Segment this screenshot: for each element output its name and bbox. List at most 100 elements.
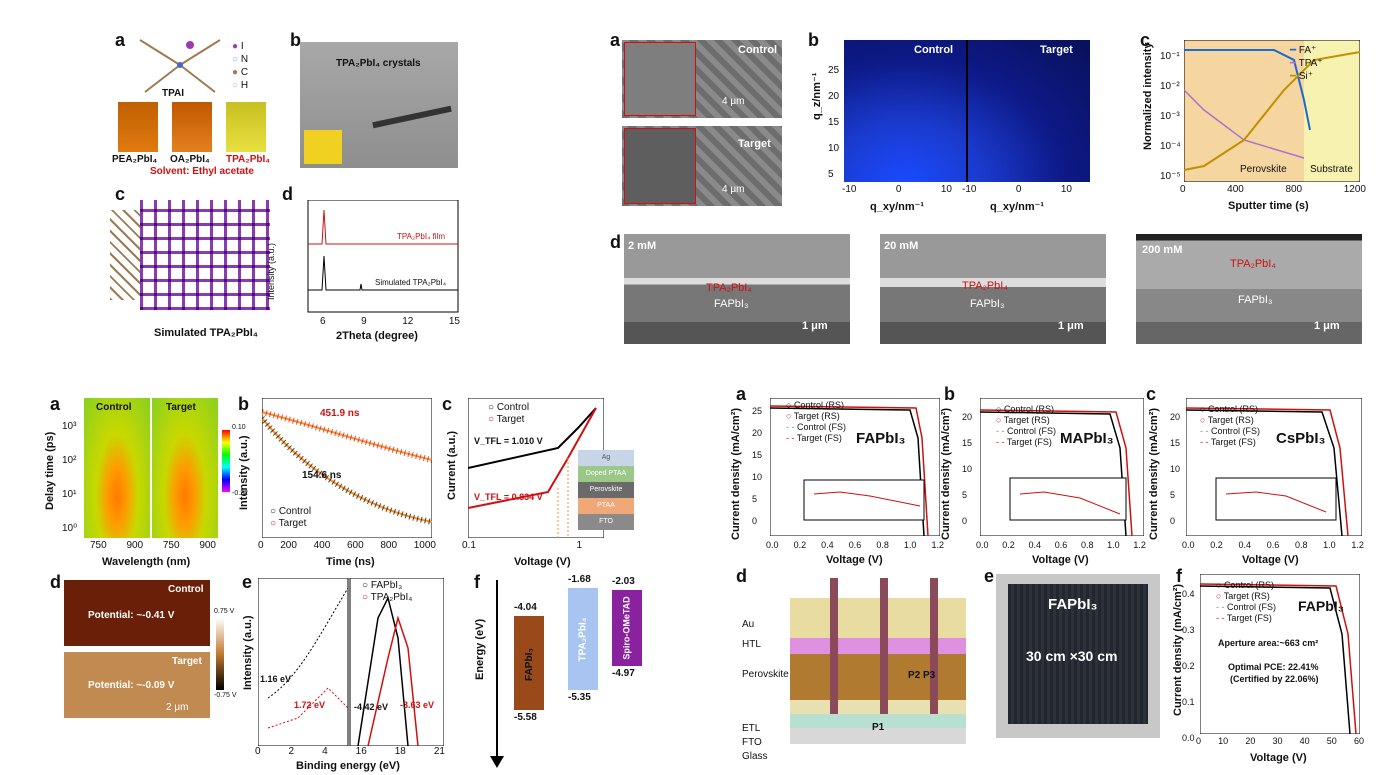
panel-label: b [808, 30, 819, 50]
panel-label: c [115, 184, 126, 204]
vial-label-oa: OA₂PbI₄ [170, 154, 210, 165]
xrd-film-line [308, 209, 458, 245]
xrd-film-label: TPA₂PbI₄ film [397, 232, 446, 241]
panel-label: b [290, 30, 301, 50]
panel-label: a [736, 384, 747, 404]
sclc-legend: ○ Control ○ Target [488, 402, 530, 425]
crystal-structure-illustration [140, 200, 270, 310]
kpfm-target: Target Potential: ~-0.09 V 2 μm [64, 652, 210, 718]
crystal-photo: TPA₂PbI₄ crystals [300, 42, 458, 168]
sem-target-label: Target [738, 138, 771, 150]
band-spiro [612, 590, 642, 666]
ups-v4: -3.63 eV [400, 700, 435, 710]
element-legend: ● I ○ N ● C ○ H [232, 41, 249, 91]
panel-label: d [282, 184, 293, 204]
panel-label: d [736, 566, 747, 586]
energy-axis [496, 580, 498, 760]
panel-label: b [238, 394, 249, 414]
cross-section-2mm: 2 mM TPA₂PbI₄ FAPbI₃ 1 μm [624, 234, 850, 344]
ta-colorbar [222, 430, 230, 492]
jv-material-cspbi3: CsPbI₃ [1276, 430, 1326, 447]
jv-xlabel-c: Voltage (V) [1242, 554, 1299, 566]
tof-yticks: 10⁻¹ 10⁻² 10⁻³ 10⁻⁴ 10⁻⁵ [1160, 51, 1181, 182]
trpl-tau2: 154.6 ns [302, 470, 342, 481]
ta-yticks: 10³ 10² 10¹ 10⁰ [62, 421, 78, 534]
legend-c: C [240, 67, 249, 78]
ta-target: Target [152, 398, 218, 538]
ups-v2: 1.72 eV [294, 700, 326, 710]
jv-xlabel-f: Voltage (V) [1250, 752, 1307, 764]
jv-chart-module [1200, 574, 1360, 734]
jv-legend-b: ○ Control (RS) ○ Target (RS) - - Control… [996, 404, 1057, 447]
scribe-p23: P2 P3 [908, 670, 936, 681]
vial-tpa [226, 102, 266, 152]
energy-arrow-icon [490, 756, 504, 768]
kpfm-colorbar [216, 618, 224, 690]
xrd-xlabel: 2Theta (degree) [336, 330, 418, 342]
tpai-molecule-illustration [139, 39, 221, 93]
module-cert: (Certified by 22.06%) [1230, 674, 1319, 684]
xrd-ylabel: Intensity (a.u.) [266, 242, 276, 300]
panel-label: a [610, 30, 621, 50]
tof-perovskite-label: Perovskite [1240, 164, 1287, 175]
ta-xticks: 750 900 750 900 [90, 540, 216, 551]
sem-control: Control 4 μm [622, 40, 782, 118]
xrd-sim-label: Simulated TPA₂PbI₄ [375, 278, 446, 287]
band-spiro-bot: -4.97 [612, 668, 635, 679]
giwaxs-image: Control Target [844, 40, 1090, 182]
sclc-ylabel: Current (a.u.) [446, 430, 458, 500]
vial-pea [118, 102, 158, 152]
molecule-name: TPAI [162, 88, 185, 99]
module-aperture: Aperture area:~663 cm² [1218, 638, 1319, 648]
band-fapbi3-top: -4.04 [514, 602, 537, 613]
yellow-powder [304, 130, 342, 164]
sem-control-label: Control [738, 44, 778, 56]
scribe-line [880, 578, 888, 714]
sclc-vtfl-target: V_TFL = 0.834 V [474, 492, 543, 502]
scribe-line [830, 578, 838, 714]
module-photo-size: 30 cm ×30 cm [1026, 648, 1118, 664]
layer-fto [790, 714, 966, 728]
panel-label: e [242, 572, 253, 592]
solvent-label: Solvent: Ethyl acetate [150, 166, 254, 177]
panel-label: c [1140, 30, 1151, 50]
tof-ylabel: Normalized intensity [1142, 42, 1154, 150]
kpfm-cmin: -0.75 V [214, 692, 237, 699]
sclc-chart [468, 398, 604, 538]
panel-label: b [944, 384, 955, 404]
legend-h: H [240, 80, 249, 91]
cross-section-20mm: 20 mM TPA₂PbI₄ FAPbI₃ 1 μm [880, 234, 1106, 344]
ta-control: Control [84, 398, 150, 538]
module-photo: FAPbI₃ 30 cm ×30 cm [996, 574, 1160, 738]
giwaxs-xticks-left: -10 0 10 [842, 184, 952, 195]
band-tpa [568, 588, 598, 690]
sem-target: Target 4 μm [622, 126, 782, 206]
layer-perovskite [790, 654, 966, 700]
jv-yticks-f: 0.4 0.3 0.2 0.1 0.0 [1182, 589, 1195, 743]
cross-section-200mm: 200 mM TPA₂PbI₄ FAPbI₃ 1 μm [1136, 234, 1362, 344]
giwaxs-xticks-right: -10 0 10 [962, 184, 1072, 195]
layer-au [790, 598, 966, 638]
crystal-photo-caption: TPA₂PbI₄ crystals [336, 58, 421, 69]
structure-caption: Simulated TPA₂PbI₄ [154, 327, 259, 339]
jv-yticks-b: 20 15 10 5 0 [962, 412, 973, 526]
sclc-vtfl-control: V_TFL = 1.010 V [474, 436, 543, 446]
ups-chart [258, 578, 444, 746]
sclc-xlabel: Voltage (V) [514, 556, 571, 568]
band-tpa-top: -1.68 [568, 574, 591, 585]
scribe-line [930, 578, 938, 714]
panel-label: f [1176, 566, 1182, 586]
vial-oa [172, 102, 212, 152]
jv-chart-cspbi3 [1186, 398, 1362, 536]
xrd-sim-line [308, 255, 458, 291]
tof-xticks: 0 400 800 1200 [1180, 184, 1366, 195]
ups-v1: 1.16 eV [260, 674, 292, 684]
ta-cmax: 0.10 [232, 424, 246, 431]
tof-sims-chart [1184, 40, 1360, 182]
ta-cmin: -0.22 [232, 490, 248, 497]
module-photo-title: FAPbI₃ [1048, 596, 1098, 613]
band-fapbi3-label: FAPbI₃ [523, 647, 535, 681]
scribe-p1: P1 [872, 722, 885, 733]
trpl-xlabel: Time (ns) [326, 556, 375, 568]
legend-n: N [240, 54, 249, 65]
